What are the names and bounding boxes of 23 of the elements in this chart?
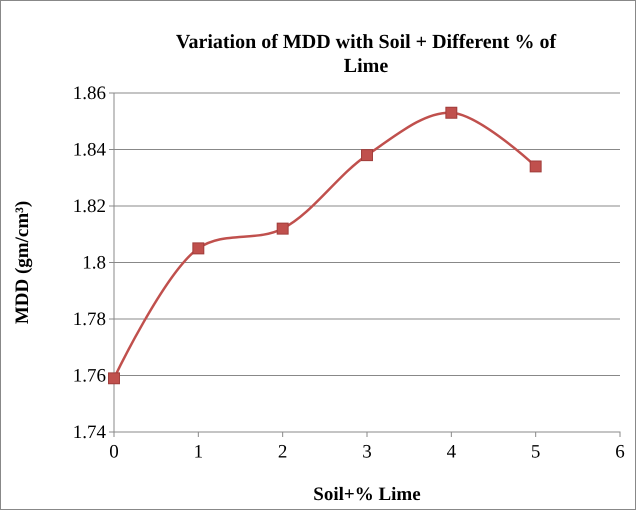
point <box>192 242 204 254</box>
x-tick-label: 3 <box>362 441 372 462</box>
y-tick-label: 1.84 <box>72 140 106 161</box>
y-tick-label: 1.86 <box>72 83 106 104</box>
y-tick-label: 1.8 <box>82 252 106 274</box>
x-tick-label: 1 <box>194 441 204 462</box>
y-tick-label: 1.76 <box>72 366 106 387</box>
y-tick-label: 1.78 <box>72 309 106 330</box>
point <box>445 106 458 119</box>
x-tick-label: 0 <box>109 441 119 462</box>
x-tick-label: 5 <box>530 441 540 462</box>
x-tick-label: 2 <box>278 441 288 462</box>
y-axis-title: MDD (gm/cm³) <box>12 200 33 324</box>
point <box>361 149 373 162</box>
point <box>108 372 120 384</box>
point <box>276 222 289 235</box>
y-tick-label: 1.82 <box>72 196 106 218</box>
x-tick-label: 6 <box>615 441 625 462</box>
chart-title: Variation of MDD with Soil + Different % of Lime <box>176 31 556 77</box>
x-tick-label: 4 <box>446 441 457 462</box>
point <box>530 160 542 172</box>
y-tick-label: 1.74 <box>72 422 106 444</box>
x-axis-title: Soil+% Lime <box>313 484 421 505</box>
